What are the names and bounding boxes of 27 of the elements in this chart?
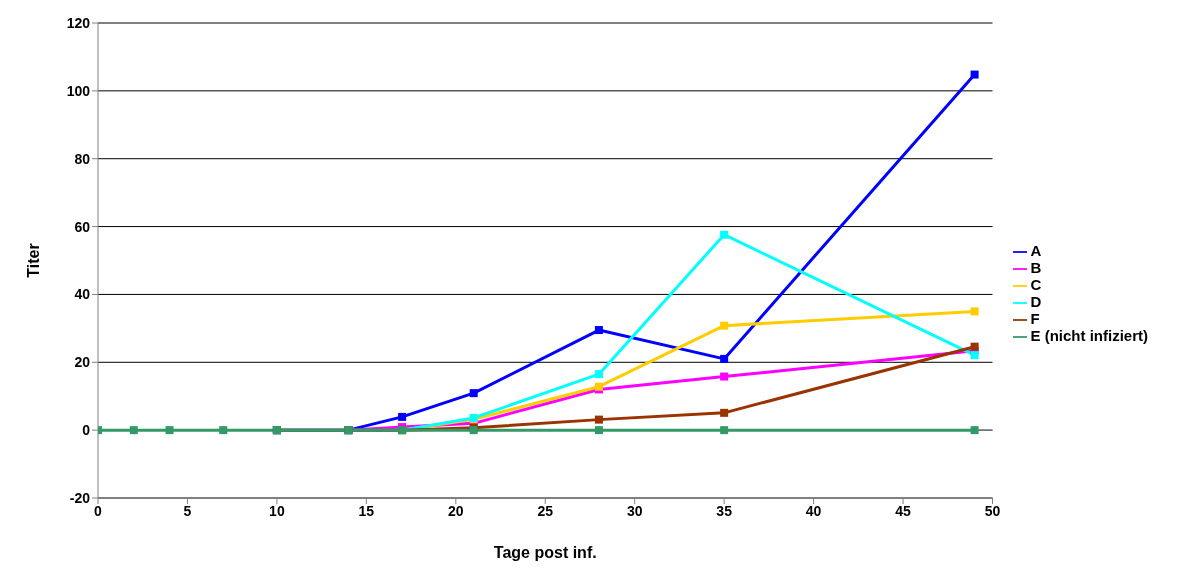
x-tick-label: 25 — [537, 502, 554, 519]
y-tick-label: 0 — [82, 422, 91, 439]
y-tick-label: -20 — [69, 489, 91, 506]
x-tick-label: 0 — [94, 502, 103, 519]
x-tick-label: 40 — [805, 502, 822, 519]
legend-label: B — [1030, 258, 1042, 276]
x-tick-label: 35 — [716, 502, 733, 519]
x-tick-label: 10 — [269, 502, 285, 519]
y-tick-label: 80 — [74, 150, 91, 167]
x-tick-label: 15 — [358, 502, 375, 519]
x-tick-label: 50 — [984, 502, 1001, 519]
y-tick-label: 40 — [74, 286, 91, 303]
y-tick-label: 100 — [66, 82, 91, 99]
legend-label: E (nicht infiziert) — [1030, 327, 1148, 345]
y-axis-title: Titer — [24, 243, 42, 278]
y-tick-label: 120 — [66, 14, 91, 31]
legend-label: A — [1030, 241, 1042, 259]
x-tick-label: 45 — [895, 502, 912, 519]
legend-label: F — [1030, 310, 1040, 328]
x-tick-label: 30 — [626, 502, 643, 519]
y-tick-label: 20 — [74, 354, 91, 371]
x-axis-title: Tage post inf. — [493, 544, 597, 561]
y-tick-label: 60 — [74, 218, 91, 235]
legend-label: D — [1030, 293, 1042, 310]
legend-label: C — [1030, 275, 1042, 293]
x-tick-label: 20 — [448, 502, 464, 519]
x-tick-label: 5 — [183, 502, 192, 519]
